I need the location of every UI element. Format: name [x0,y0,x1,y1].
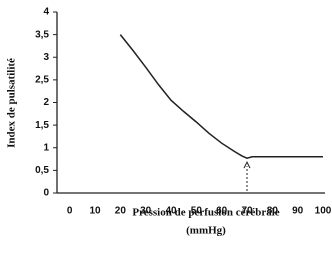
x-tick-label: 10 [89,206,101,217]
x-tick-label: 0 [67,206,73,217]
y-tick-label: 4 [43,7,49,18]
x-tick-label: 60 [216,206,228,217]
x-tick-label: 30 [140,206,152,217]
data-line [119,34,323,159]
y-tick-label: 3 [43,52,49,63]
arrow-head [243,161,251,169]
x-tick-label: 80 [267,206,279,217]
y-tick-label: 2 [43,97,49,108]
y-tick-label: 3,5 [35,29,49,40]
x-tick-label: 50 [191,206,203,217]
x-tick-label: 70 [241,206,253,217]
x-tick-label: 20 [115,206,127,217]
x-tick-label: 90 [292,206,304,217]
y-axis-title: Index de pulsatilité [6,58,18,148]
x-tick-label: 40 [165,206,177,217]
y-tick-label: 1 [43,142,49,153]
y-tick-label: 2,5 [35,75,49,86]
y-tick-label: 0,5 [35,165,49,176]
y-tick-label: 0 [43,188,49,199]
x-tick-label: 100 [315,206,332,217]
y-tick-label: 1,5 [35,120,49,131]
x-axis-title-unit: (mmHg) [186,225,226,237]
x-axis-title: Pression de perfusion cérébrale [132,207,279,219]
